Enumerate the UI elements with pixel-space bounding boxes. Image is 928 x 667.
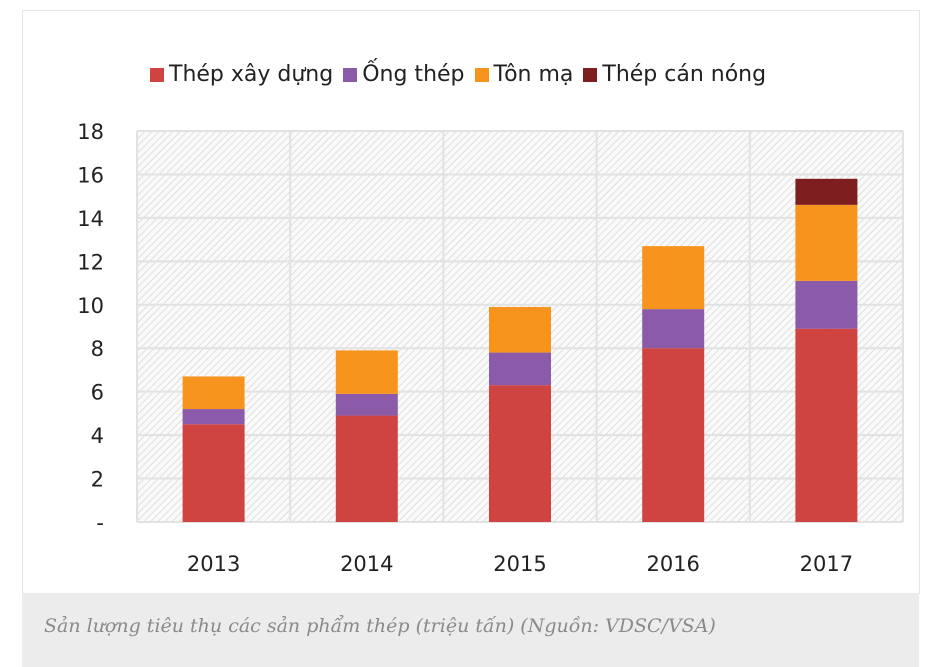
legend-swatch: [150, 67, 164, 82]
y-tick-label: 10: [77, 294, 104, 318]
bar-segment-2014-2: [335, 350, 398, 394]
bar-segment-2015-1: [489, 352, 551, 386]
y-tick-label: 14: [77, 207, 104, 231]
bar-segment-2013-2: [182, 376, 245, 410]
legend-swatch: [583, 67, 598, 82]
y-tick-label: 8: [91, 337, 104, 361]
bar-segment-2015-0: [489, 385, 551, 522]
bar-segment-2014-1: [335, 393, 398, 416]
legend-swatch: [474, 67, 489, 82]
bar-segment-2016-1: [642, 309, 705, 349]
bar-segment-2013-0: [182, 424, 245, 522]
bar-segment-2015-2: [489, 306, 551, 353]
bar-segment-2013-1: [182, 409, 245, 425]
y-tick-label: 18: [77, 120, 104, 144]
y-tick-label: -: [96, 511, 104, 535]
bar-segment-2017-1: [795, 280, 858, 329]
legend-label: Ống thép: [362, 62, 465, 87]
legend-swatch: [343, 67, 358, 82]
caption-bar: Sản lượng tiêu thụ các sản phẩm thép (tr…: [22, 593, 919, 667]
x-tick-label: 2014: [340, 552, 393, 576]
bar-segment-2016-0: [642, 348, 705, 522]
bar-segment-2014-0: [335, 415, 398, 522]
bar-segment-2016-2: [642, 246, 705, 310]
bar-segment-2017-0: [795, 328, 858, 522]
y-tick-label: 4: [91, 424, 104, 448]
legend-item: Thép cán nóng: [583, 62, 766, 87]
x-tick-label: 2016: [646, 552, 699, 576]
x-tick-label: 2013: [187, 552, 240, 576]
bar-segment-2017-2: [795, 204, 858, 281]
legend: Thép xây dựng Ống thép Tôn mạ Thép cán nóng: [150, 62, 776, 87]
bar-segment-2017-3: [795, 178, 858, 205]
legend-label: Thép cán nóng: [602, 62, 767, 87]
y-tick-label: 2: [91, 468, 104, 492]
y-tick-label: 16: [77, 163, 104, 187]
legend-item: Tôn mạ: [474, 62, 574, 87]
legend-label: Thép xây dựng: [169, 62, 334, 87]
caption-text: Sản lượng tiêu thụ các sản phẩm thép (tr…: [44, 615, 716, 637]
x-tick-label: 2017: [800, 552, 853, 576]
y-tick-label: 12: [77, 250, 104, 274]
x-tick-label: 2015: [493, 552, 546, 576]
legend-label: Tôn mạ: [493, 62, 574, 87]
y-tick-label: 6: [91, 381, 104, 405]
legend-item: Thép xây dựng: [150, 62, 333, 87]
stacked-bar-chart: - 2 4 6 8 10 12 14 16 18 2013 2014 2015 2016 2017: [77, 120, 904, 576]
legend-item: Ống thép: [343, 62, 465, 87]
